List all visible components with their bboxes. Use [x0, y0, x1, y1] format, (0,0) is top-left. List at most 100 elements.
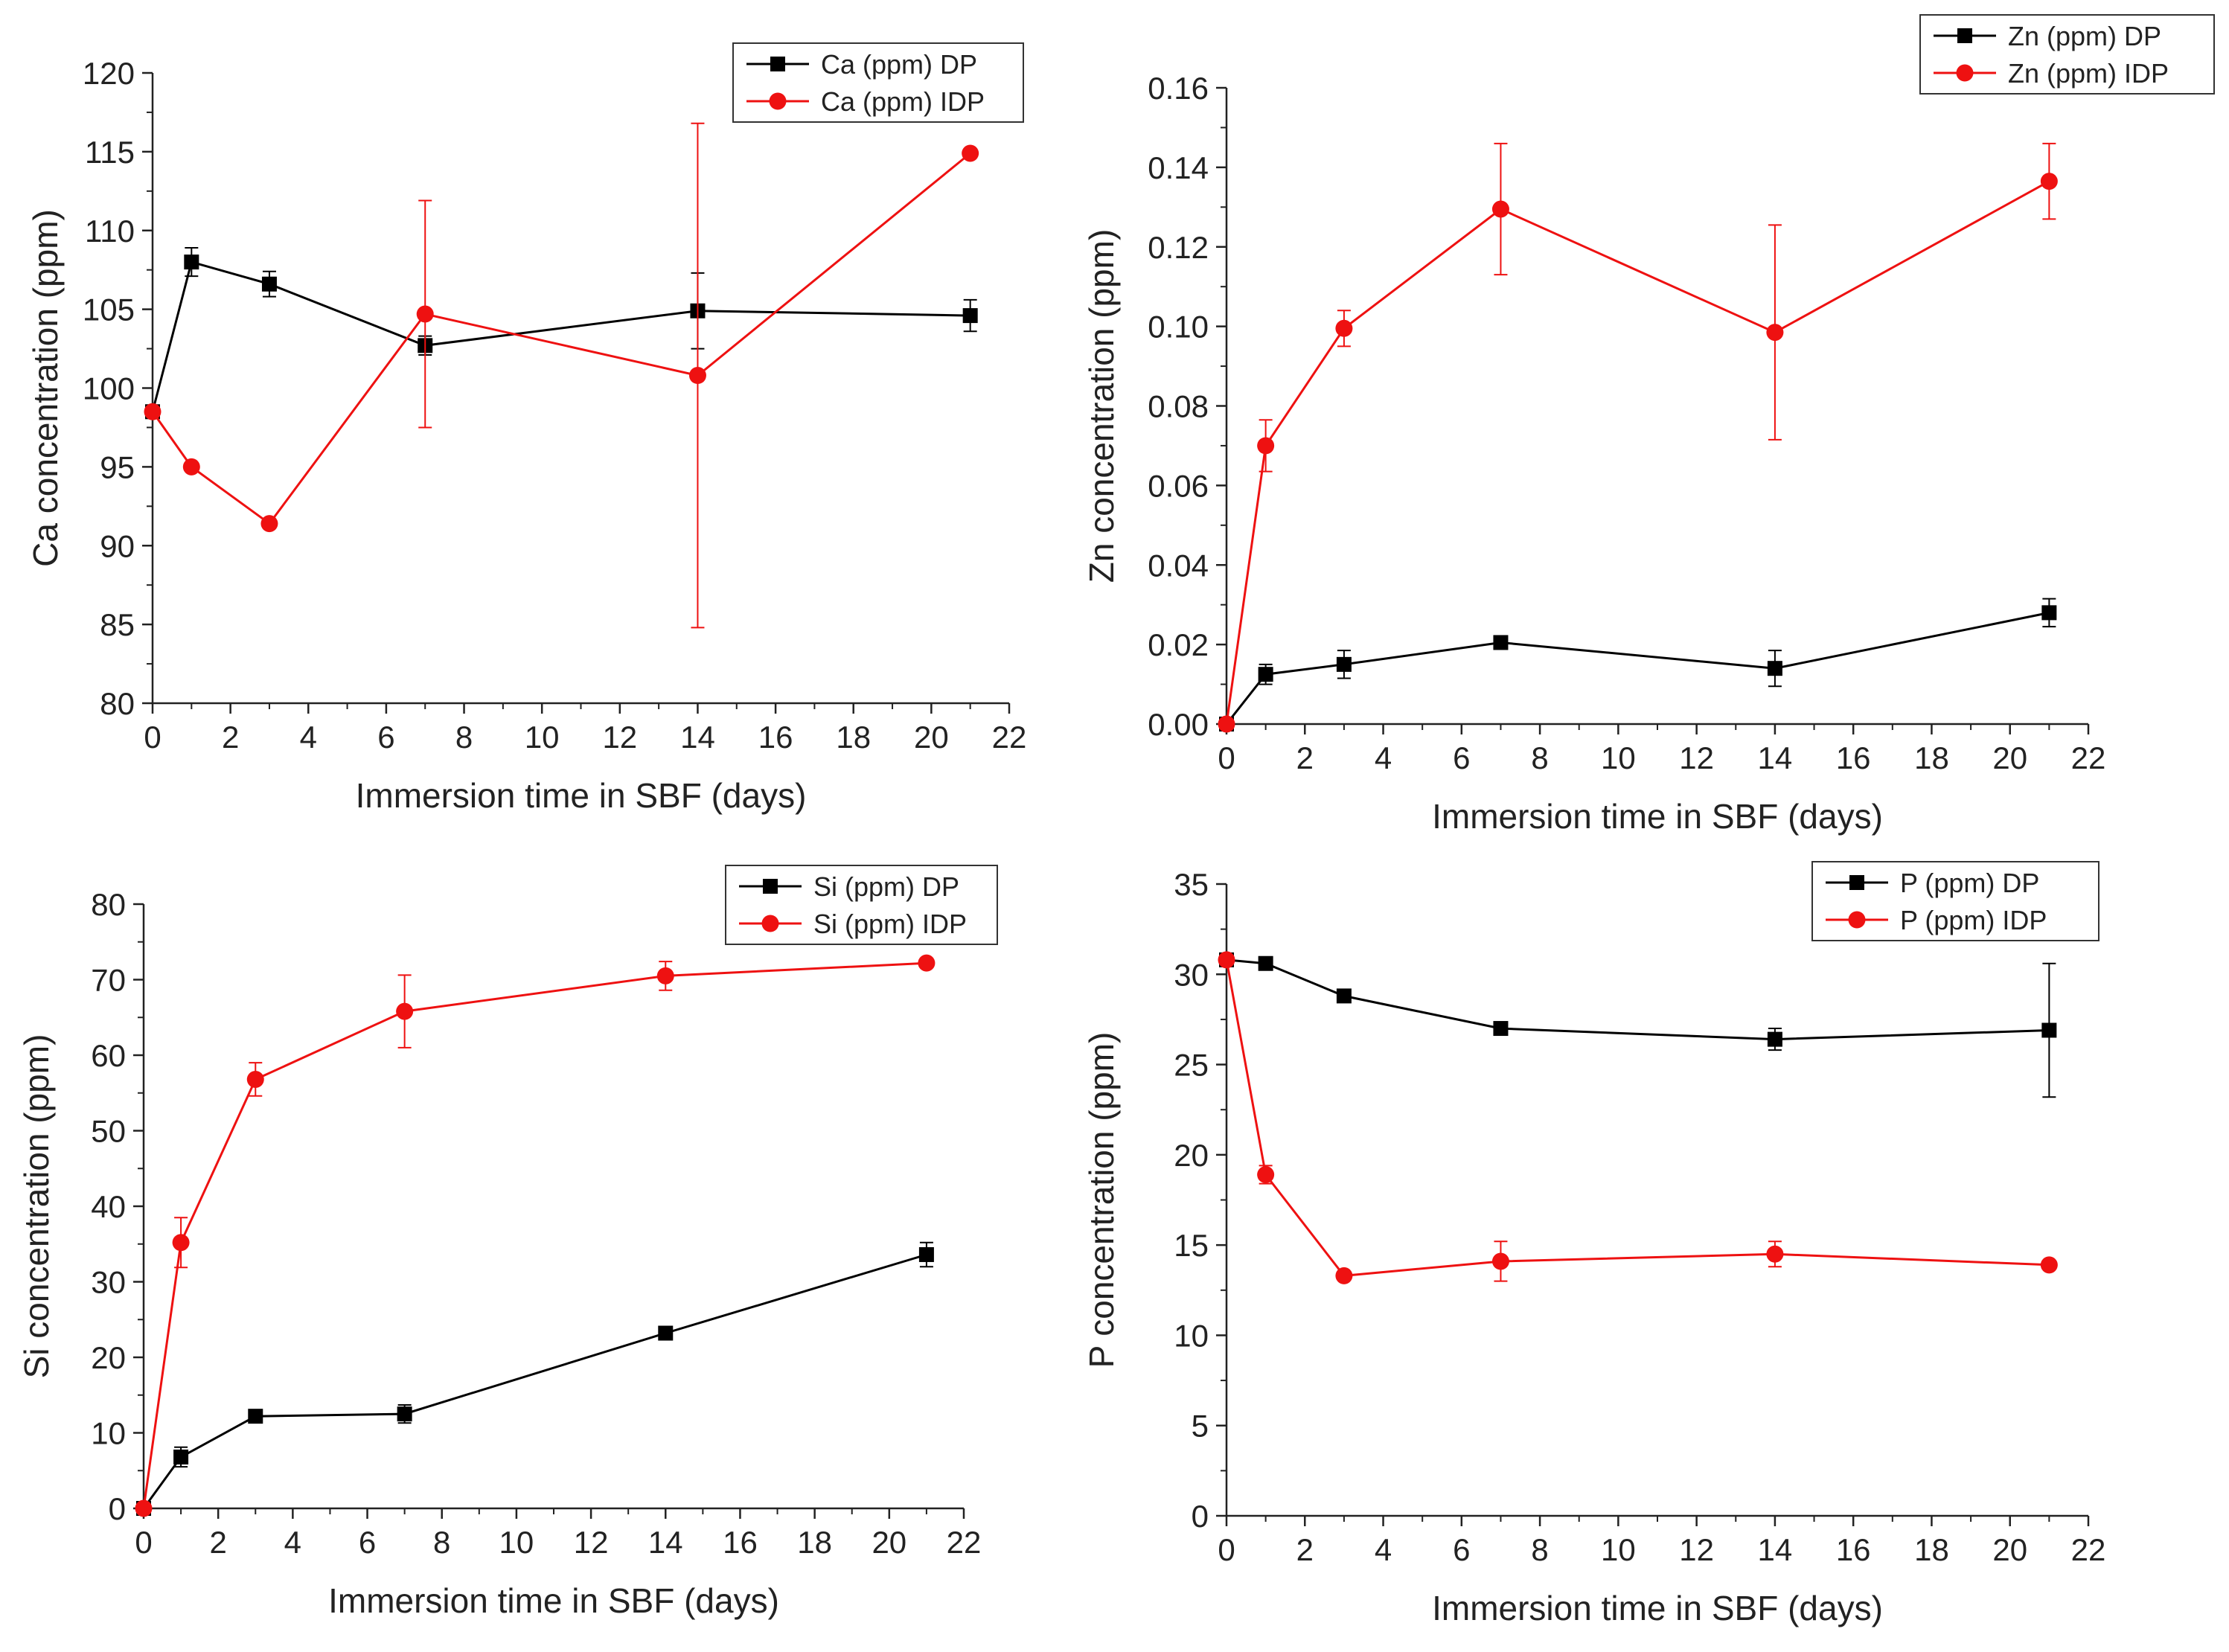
x-tick-label: 18 [1914, 740, 1949, 775]
data-point-dp [397, 1406, 412, 1422]
data-point-idp [1218, 715, 1235, 733]
data-point-idp [1218, 951, 1235, 969]
legend-marker-idp [1848, 911, 1866, 929]
series-line-idp [1225, 959, 2050, 1277]
data-point-dp [918, 1246, 934, 1262]
chart-panel-p: 0 2 4 6 8 10 12 14 16 18 20 22 0 5 10 15 20 25 30 35 Immersi… [1082, 861, 2105, 1627]
data-point-idp [1335, 1267, 1353, 1284]
chart-panel-si: 0 2 4 6 8 10 12 14 16 18 20 22 0 10 20 30 40 50 60 70 80 Imme… [17, 865, 998, 1620]
data-point-idp [656, 967, 674, 985]
data-point-idp [1335, 319, 1353, 337]
x-tick-label: 2 [210, 1525, 227, 1560]
series-dp [1219, 952, 2057, 1098]
y-tick-label: 40 [91, 1189, 126, 1224]
y-tick-label: 115 [85, 135, 135, 170]
x-tick-label: 0 [1218, 740, 1235, 775]
data-point-idp [962, 144, 979, 162]
x-tick-label: 2 [222, 720, 239, 755]
y-tick-label: 0.10 [1148, 310, 1209, 345]
x-tick-label: 10 [1601, 1532, 1636, 1567]
data-point-idp [182, 458, 200, 476]
series-idp [135, 954, 936, 1517]
y-tick-label: 0 [1192, 1499, 1209, 1534]
y-tick-label: 5 [1192, 1409, 1209, 1444]
series-line-idp [142, 961, 927, 1509]
x-tick-label: 6 [377, 720, 394, 755]
data-point-idp [416, 305, 434, 323]
data-point-idp [1491, 200, 1509, 218]
y-axis-title: Zn concentration (ppm) [1082, 229, 1121, 583]
x-tick-label: 8 [433, 1525, 450, 1560]
y-axis-title: Si concentration (ppm) [17, 1034, 56, 1379]
data-point-idp [396, 1002, 414, 1020]
x-tick-label: 20 [872, 1525, 906, 1560]
y-tick-label: 0.06 [1148, 468, 1209, 503]
x-axis-title: Immersion time in SBF (days) [1432, 1589, 1883, 1627]
y-tick-label: 0 [109, 1491, 126, 1526]
data-point-idp [1257, 1166, 1275, 1184]
y-tick-label: 85 [100, 607, 135, 642]
legend-label-dp: Si (ppm) DP [813, 871, 959, 902]
y-tick-label: 90 [100, 528, 135, 563]
x-tick-label: 18 [797, 1525, 832, 1560]
y-tick-label: 0.16 [1148, 71, 1209, 106]
data-point-dp [1258, 955, 1273, 971]
legend-box [1811, 861, 2100, 941]
x-axis-title: Immersion time in SBF (days) [356, 776, 807, 815]
data-point-dp [2041, 1022, 2057, 1038]
y-tick-label: 15 [1174, 1228, 1209, 1263]
legend: Si (ppm) DP Si (ppm) IDP [725, 865, 998, 945]
series-idp [144, 122, 979, 629]
data-point-idp [135, 1499, 153, 1517]
y-tick-label: 10 [1174, 1318, 1209, 1353]
legend-marker-dp [1957, 28, 1972, 43]
data-point-dp [658, 1325, 674, 1341]
chart-panel-ca: 0 2 4 6 8 10 12 14 16 18 20 22 80 85 90 95 100 105 110 115 1… [26, 42, 1026, 815]
x-tick-label: 10 [1601, 740, 1636, 775]
legend-marker-dp [1849, 875, 1864, 890]
series-idp [1218, 142, 2058, 733]
legend-box [1919, 14, 2215, 95]
y-axis-title: Ca concentration (ppm) [26, 209, 65, 567]
x-tick-label: 0 [135, 1525, 152, 1560]
data-point-dp [1493, 1021, 1509, 1037]
x-tick-label: 14 [680, 720, 715, 755]
y-tick-label: 20 [1174, 1138, 1209, 1173]
x-tick-label: 4 [284, 1525, 301, 1560]
x-tick-label: 8 [1531, 740, 1548, 775]
x-tick-label: 16 [1836, 740, 1871, 775]
y-tick-label: 30 [1174, 957, 1209, 992]
data-point-dp [1336, 988, 1352, 1004]
series-line-dp [1225, 611, 2050, 725]
y-tick-label: 100 [83, 371, 135, 406]
y-tick-label: 95 [100, 449, 135, 484]
y-tick-label: 0.04 [1148, 548, 1209, 583]
legend-marker-idp [1956, 64, 1974, 82]
y-tick-label: 60 [91, 1038, 126, 1073]
x-tick-label: 6 [1453, 1532, 1470, 1567]
x-tick-label: 10 [525, 720, 560, 755]
data-point-dp [1767, 1031, 1782, 1047]
x-axis-title: Immersion time in SBF (days) [1432, 797, 1883, 836]
data-point-idp [688, 367, 706, 385]
x-tick-label: 20 [1992, 1532, 2027, 1567]
series-dp [136, 1241, 934, 1516]
x-tick-label: 0 [144, 720, 161, 755]
data-point-idp [144, 403, 162, 420]
y-tick-label: 0.08 [1148, 389, 1209, 424]
data-point-idp [246, 1070, 264, 1088]
legend-marker-idp [769, 92, 787, 110]
data-point-idp [1766, 324, 1784, 342]
data-point-dp [261, 276, 277, 292]
y-tick-label: 105 [83, 292, 135, 327]
x-tick-label: 12 [1679, 740, 1714, 775]
legend-label-dp: P (ppm) DP [1900, 868, 2039, 898]
series-line-dp [151, 260, 970, 412]
legend-marker-idp [761, 915, 779, 932]
x-tick-label: 6 [1453, 740, 1470, 775]
x-tick-label: 6 [359, 1525, 376, 1560]
y-tick-label: 70 [91, 963, 126, 998]
legend: P (ppm) DP P (ppm) IDP [1811, 861, 2100, 941]
x-tick-label: 2 [1296, 740, 1314, 775]
legend-label-idp: Zn (ppm) IDP [2008, 58, 2169, 89]
